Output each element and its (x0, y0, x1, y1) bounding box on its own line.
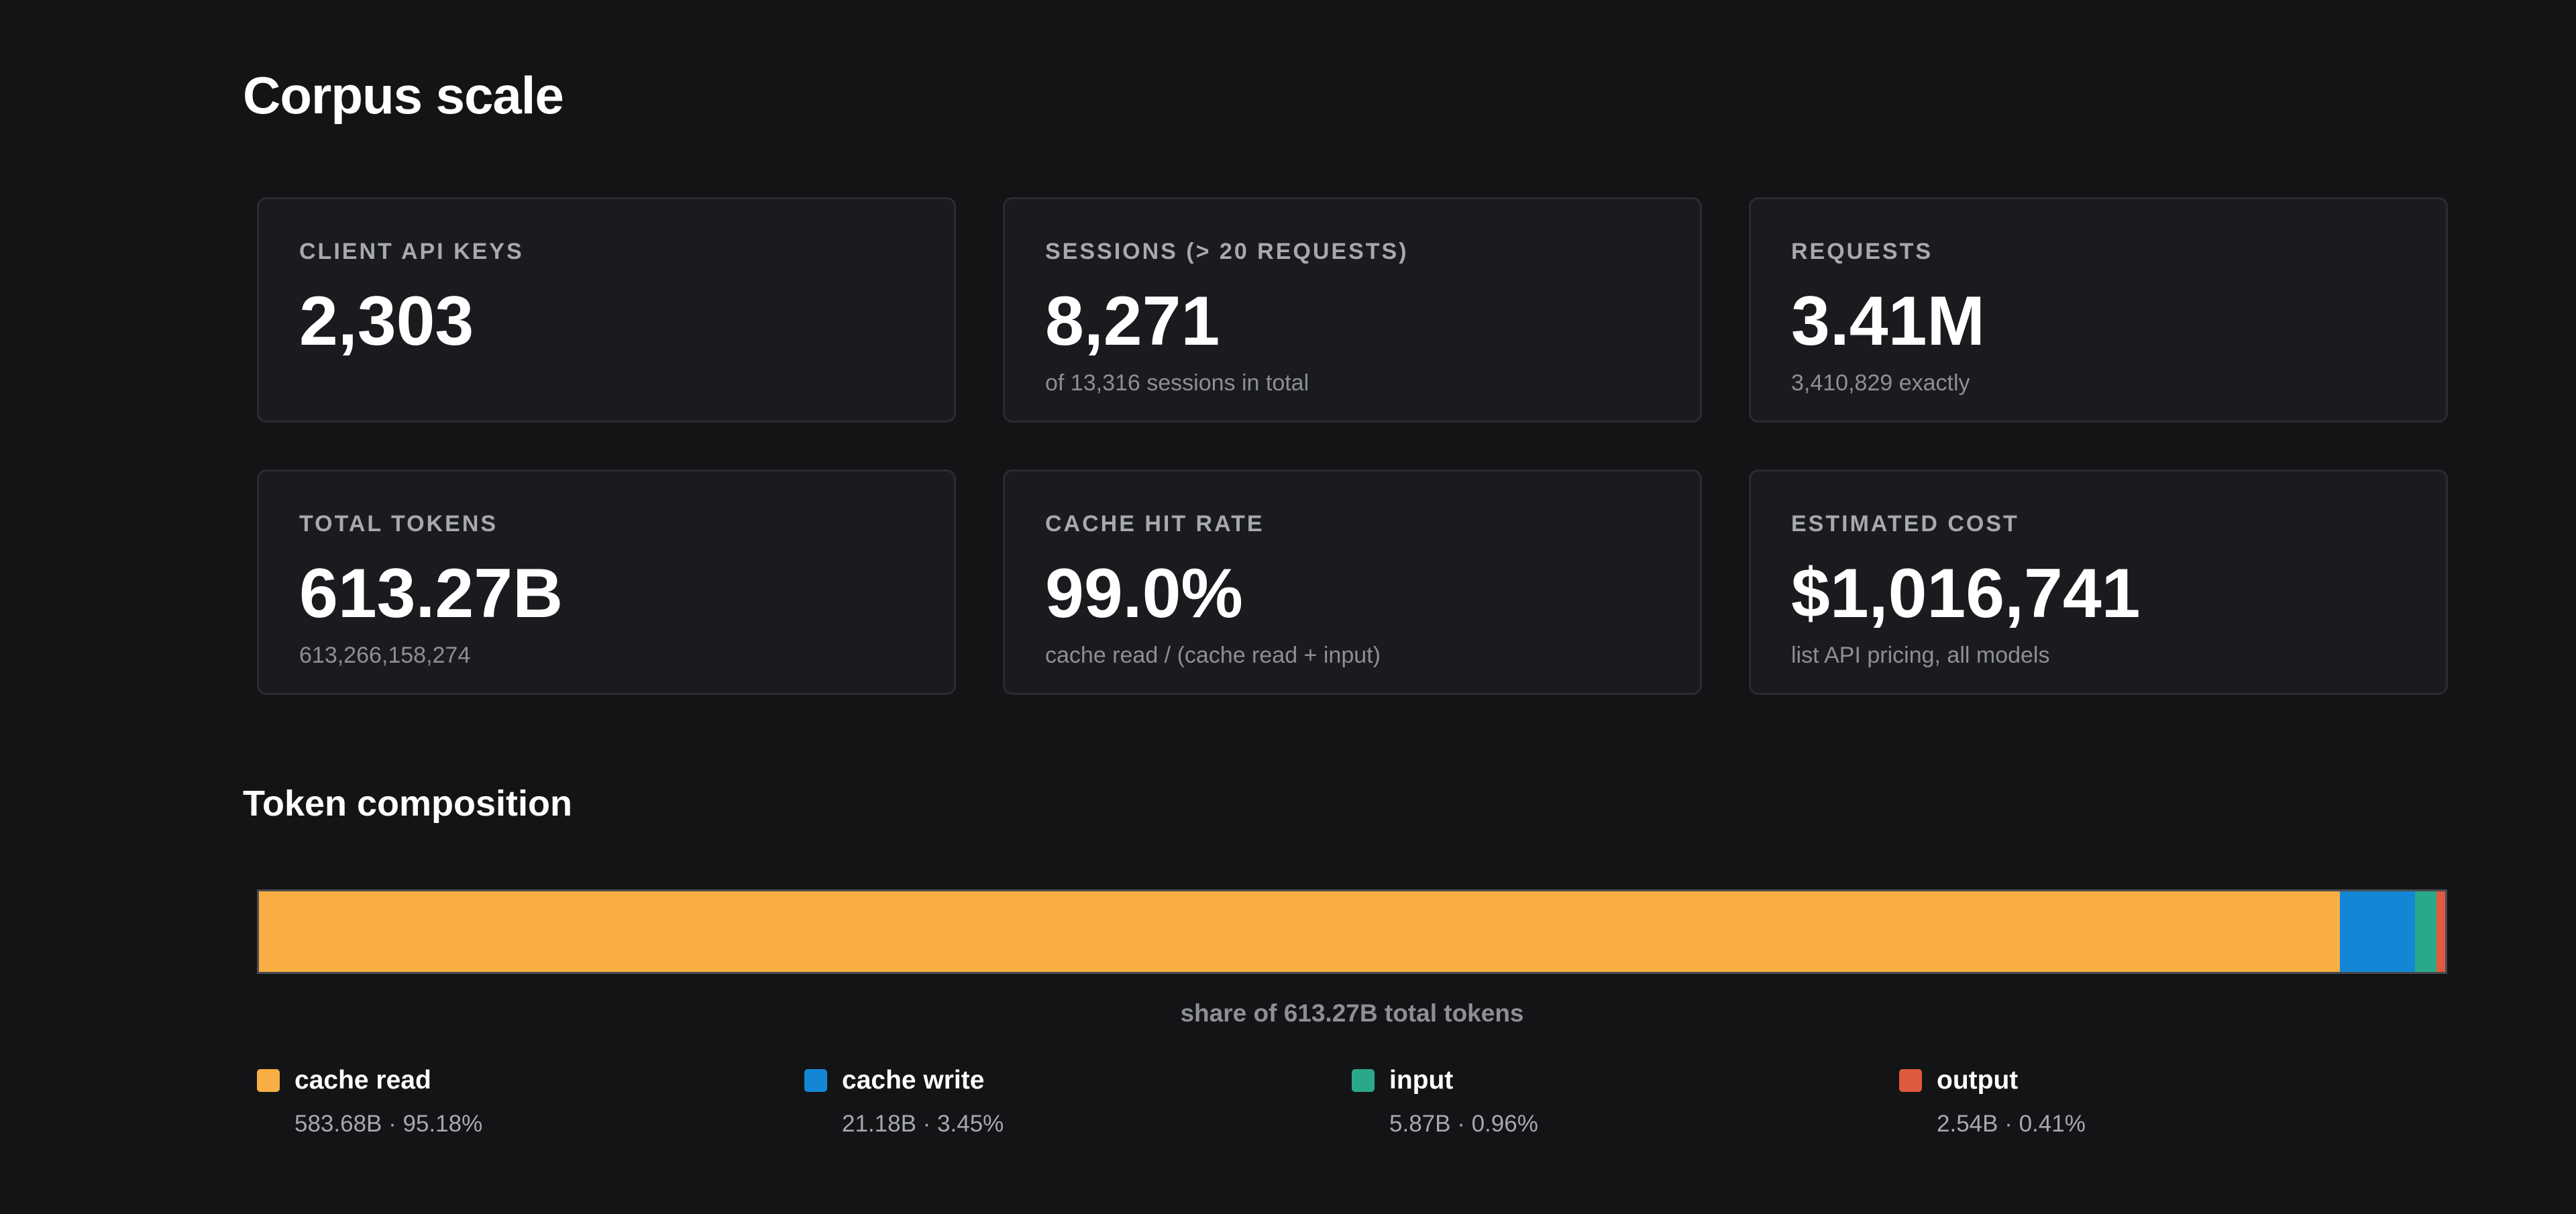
stat-card-subtext: 3,410,829 exactly (1791, 370, 1970, 396)
stat-card-subtext: cache read / (cache read + input) (1045, 643, 1381, 668)
stat-card-value: 613.27B (299, 555, 564, 632)
legend-swatch (257, 1069, 280, 1092)
stat-card-subtext: 613,266,158,274 (299, 643, 471, 668)
stat-card-label: SESSIONS (> 20 REQUESTS) (1045, 239, 1409, 264)
stat-card-client-api-keys: CLIENT API KEYS 2,303 (257, 197, 956, 423)
stat-card-requests: REQUESTS 3.41M 3,410,829 exactly (1749, 197, 2448, 423)
token-composition-bar (257, 889, 2447, 974)
stat-card-cache-hit-rate: CACHE HIT RATE 99.0% cache read / (cache… (1003, 470, 1702, 695)
legend-name: cache read (294, 1066, 431, 1095)
stat-card-total-tokens: TOTAL TOKENS 613.27B 613,266,158,274 (257, 470, 956, 695)
stat-card-value: 8,271 (1045, 282, 1220, 360)
stat-card-value: 3.41M (1791, 282, 1986, 360)
stat-card-sessions: SESSIONS (> 20 REQUESTS) 8,271 of 13,316… (1003, 197, 1702, 423)
legend-swatch (1352, 1069, 1375, 1092)
legend-item-input: input 5.87B · 0.96% (1352, 1062, 1899, 1140)
token-composition-legend: cache read 583.68B · 95.18% cache write … (257, 1062, 2447, 1140)
stat-card-label: CLIENT API KEYS (299, 239, 524, 264)
legend-value: 2.54B · 0.41% (1937, 1111, 2086, 1137)
legend-name: cache write (842, 1066, 985, 1095)
stat-card-value: 99.0% (1045, 555, 1243, 632)
legend-item-cache-read: cache read 583.68B · 95.18% (257, 1062, 804, 1140)
legend-name: output (1937, 1066, 2019, 1095)
legend-item-output: output 2.54B · 0.41% (1899, 1062, 2447, 1140)
stat-card-value: $1,016,741 (1791, 555, 2141, 632)
stat-card-label: ESTIMATED COST (1791, 511, 2019, 537)
bar-segment-cache-read (259, 891, 2340, 972)
stat-card-label: TOTAL TOKENS (299, 511, 498, 537)
stat-card-label: REQUESTS (1791, 239, 1933, 264)
token-composition-caption: share of 613.27B total tokens (1180, 999, 1524, 1027)
stat-card-subtext: of 13,316 sessions in total (1045, 370, 1309, 396)
bar-segment-output (2436, 891, 2445, 972)
stat-cards-grid: CLIENT API KEYS 2,303 SESSIONS (> 20 REQ… (257, 197, 2448, 695)
legend-swatch (804, 1069, 827, 1092)
legend-value: 5.87B · 0.96% (1389, 1111, 1538, 1137)
legend-swatch (1899, 1069, 1922, 1092)
stat-card-subtext: list API pricing, all models (1791, 643, 2050, 668)
legend-value: 583.68B · 95.18% (294, 1111, 483, 1137)
legend-name: input (1389, 1066, 1454, 1095)
token-composition-title: Token composition (243, 783, 573, 824)
legend-value: 21.18B · 3.45% (842, 1111, 1004, 1137)
bar-segment-input (2415, 891, 2436, 972)
bar-segment-cache-write (2339, 891, 2416, 972)
page-title: Corpus scale (243, 66, 564, 125)
stat-card-label: CACHE HIT RATE (1045, 511, 1265, 537)
legend-item-cache-write: cache write 21.18B · 3.45% (804, 1062, 1352, 1140)
stat-card-estimated-cost: ESTIMATED COST $1,016,741 list API prici… (1749, 470, 2448, 695)
stat-card-value: 2,303 (299, 282, 474, 360)
